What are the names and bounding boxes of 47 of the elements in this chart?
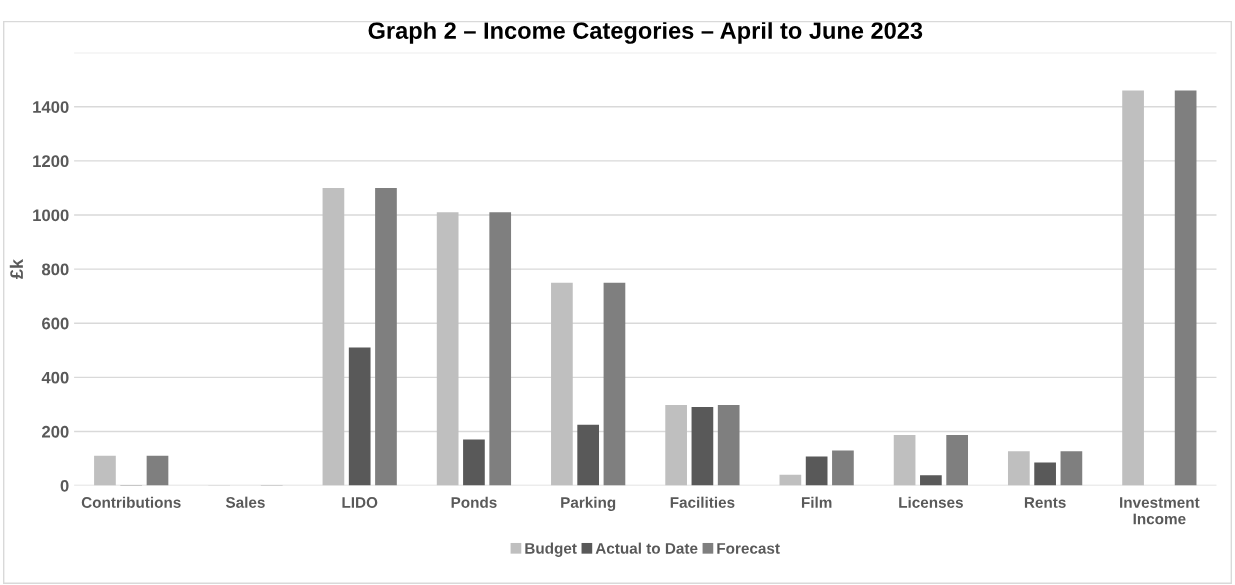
bar bbox=[603, 282, 626, 486]
bar bbox=[665, 404, 687, 486]
bar bbox=[832, 450, 854, 486]
bar bbox=[489, 212, 512, 486]
bar bbox=[717, 404, 740, 486]
bar bbox=[436, 212, 459, 486]
x-tick-label: Licenses bbox=[899, 496, 963, 508]
bar bbox=[375, 187, 397, 486]
bar bbox=[1007, 451, 1030, 486]
bar bbox=[322, 187, 345, 486]
x-tick-label: Facilities bbox=[670, 496, 735, 508]
bar bbox=[920, 475, 942, 486]
x-tick-label: Contributions bbox=[81, 496, 181, 508]
x-tick-label: Parking bbox=[561, 496, 616, 511]
bar bbox=[463, 439, 485, 486]
bar bbox=[893, 434, 916, 486]
y-axis-title: £k bbox=[9, 259, 23, 279]
y-tick-label: 800 bbox=[41, 263, 69, 276]
legend-label: Budget bbox=[525, 542, 577, 557]
bar bbox=[805, 456, 828, 486]
bar bbox=[577, 424, 600, 486]
x-tick-label: Film bbox=[801, 496, 832, 508]
chart-title: Graph 2 – Income Categories – April to June 2023 bbox=[368, 21, 923, 44]
bar bbox=[348, 347, 371, 486]
legend-label: Forecast bbox=[717, 543, 780, 554]
x-tick-label: Rents bbox=[1024, 497, 1066, 508]
bar bbox=[94, 455, 116, 486]
y-tick-label: 1400 bbox=[33, 101, 69, 113]
y-tick-label: 0 bbox=[60, 479, 69, 492]
bar bbox=[1060, 451, 1083, 486]
x-tick-label: Sales bbox=[225, 496, 265, 508]
y-tick-label: 1200 bbox=[33, 155, 69, 168]
bar bbox=[146, 455, 169, 486]
bar bbox=[691, 407, 714, 486]
x-tick-label: Ponds bbox=[451, 496, 497, 508]
bar bbox=[1122, 90, 1144, 486]
y-tick-label: 600 bbox=[42, 317, 69, 330]
legend-label: Actual to Date bbox=[595, 542, 698, 554]
y-tick-label: 400 bbox=[41, 371, 69, 384]
bar bbox=[551, 282, 573, 486]
bar bbox=[1034, 462, 1056, 486]
bar bbox=[1174, 90, 1197, 486]
x-tick-label: LIDO bbox=[342, 497, 378, 508]
bar bbox=[946, 434, 969, 486]
x-tick-label: Investment Income bbox=[1120, 497, 1200, 525]
y-tick-label: 200 bbox=[42, 425, 69, 438]
y-tick-label: 1000 bbox=[33, 209, 69, 222]
